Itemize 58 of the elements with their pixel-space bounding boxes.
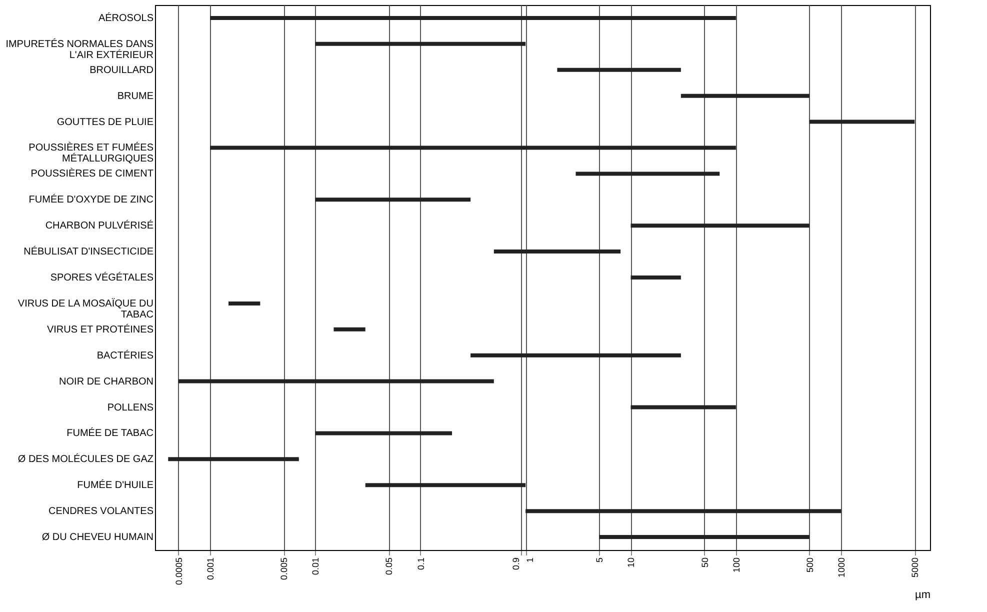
x-tick-label: 100	[731, 558, 742, 573]
bar	[599, 535, 810, 540]
y-tick-label: NOIR DE CHARBON	[59, 376, 154, 388]
bar	[630, 224, 810, 228]
x-tick-label: 0.05	[384, 558, 394, 576]
bar	[315, 198, 471, 202]
x-tick-label: 0.9	[511, 558, 522, 570]
bar	[315, 431, 452, 436]
y-tick-label: FUMÉE DE TABAC	[66, 427, 154, 440]
bar	[576, 172, 720, 176]
y-tick-label: VIRUS DE LA MOSAÏQUE DU TABAC	[18, 297, 154, 320]
y-tick-label: Ø DU CHEVEU HUMAIN	[42, 532, 154, 544]
x-tick-label: 10	[626, 558, 636, 568]
bar	[228, 301, 260, 306]
y-tick-label: POLLENS	[107, 402, 154, 414]
y-tick-label: IMPURETÉS NORMALES DANS L'AIR EXTÉRIEUR	[6, 38, 154, 61]
x-tick-label: 1	[525, 558, 536, 563]
x-tick-label: 0.1	[416, 558, 426, 570]
bar	[630, 276, 681, 280]
x-tick-label: 5	[594, 558, 605, 563]
y-tick-label: FUMÉE D'HUILE	[77, 479, 154, 492]
bar	[210, 16, 736, 20]
bar	[526, 509, 842, 514]
y-tick-label: POUSSIÈRES ET FUMÉES MÉTALLURGIQUES	[28, 142, 154, 165]
x-tick-label: 500	[804, 558, 815, 573]
bar	[470, 353, 681, 358]
bar	[210, 146, 736, 150]
y-tick-label: NÉBULISAT D'INSECTICIDE	[24, 246, 154, 258]
x-tick-label: 0.0005	[174, 558, 184, 586]
y-tick-label: AÉROSOLS	[98, 12, 154, 24]
bar	[630, 405, 736, 410]
x-tick-label: 0.005	[279, 558, 290, 580]
y-tick-label: CENDRES VOLANTES	[48, 506, 154, 518]
y-tick-label: BRUME	[117, 90, 154, 102]
bar	[178, 379, 494, 384]
x-tick-label: 50	[700, 558, 710, 568]
bar	[809, 120, 915, 124]
bar	[168, 457, 299, 462]
y-tick-label: Ø DES MOLÉCULES DE GAZ	[18, 453, 154, 466]
x-tick-label: 1000	[836, 558, 847, 578]
bar	[494, 250, 621, 254]
bar	[557, 68, 681, 72]
y-tick-label: CHARBON PULVÉRISÉ	[45, 220, 154, 232]
x-tick-label: 0.001	[206, 558, 216, 580]
y-tick-label: VIRUS ET PROTÉINES	[46, 323, 154, 336]
y-tick-label: GOUTTES DE PLUIE	[56, 116, 154, 128]
y-tick-label: SPORES VÉGÉTALES	[50, 272, 154, 284]
x-tick-label: 0.01	[310, 558, 321, 576]
bar	[680, 94, 810, 98]
y-tick-label: FUMÉE D'OXYDE DE ZINC	[28, 194, 154, 206]
y-tick-label: BROUILLARD	[90, 64, 154, 76]
bar	[315, 42, 526, 46]
bar	[334, 327, 366, 332]
bar	[365, 483, 526, 488]
x-axis-title: µm	[914, 589, 930, 602]
x-tick-label: 5000	[910, 558, 920, 578]
y-tick-label: BACTÉRIES	[96, 349, 154, 362]
y-tick-label: POUSSIÈRES DE CIMENT	[30, 168, 154, 180]
